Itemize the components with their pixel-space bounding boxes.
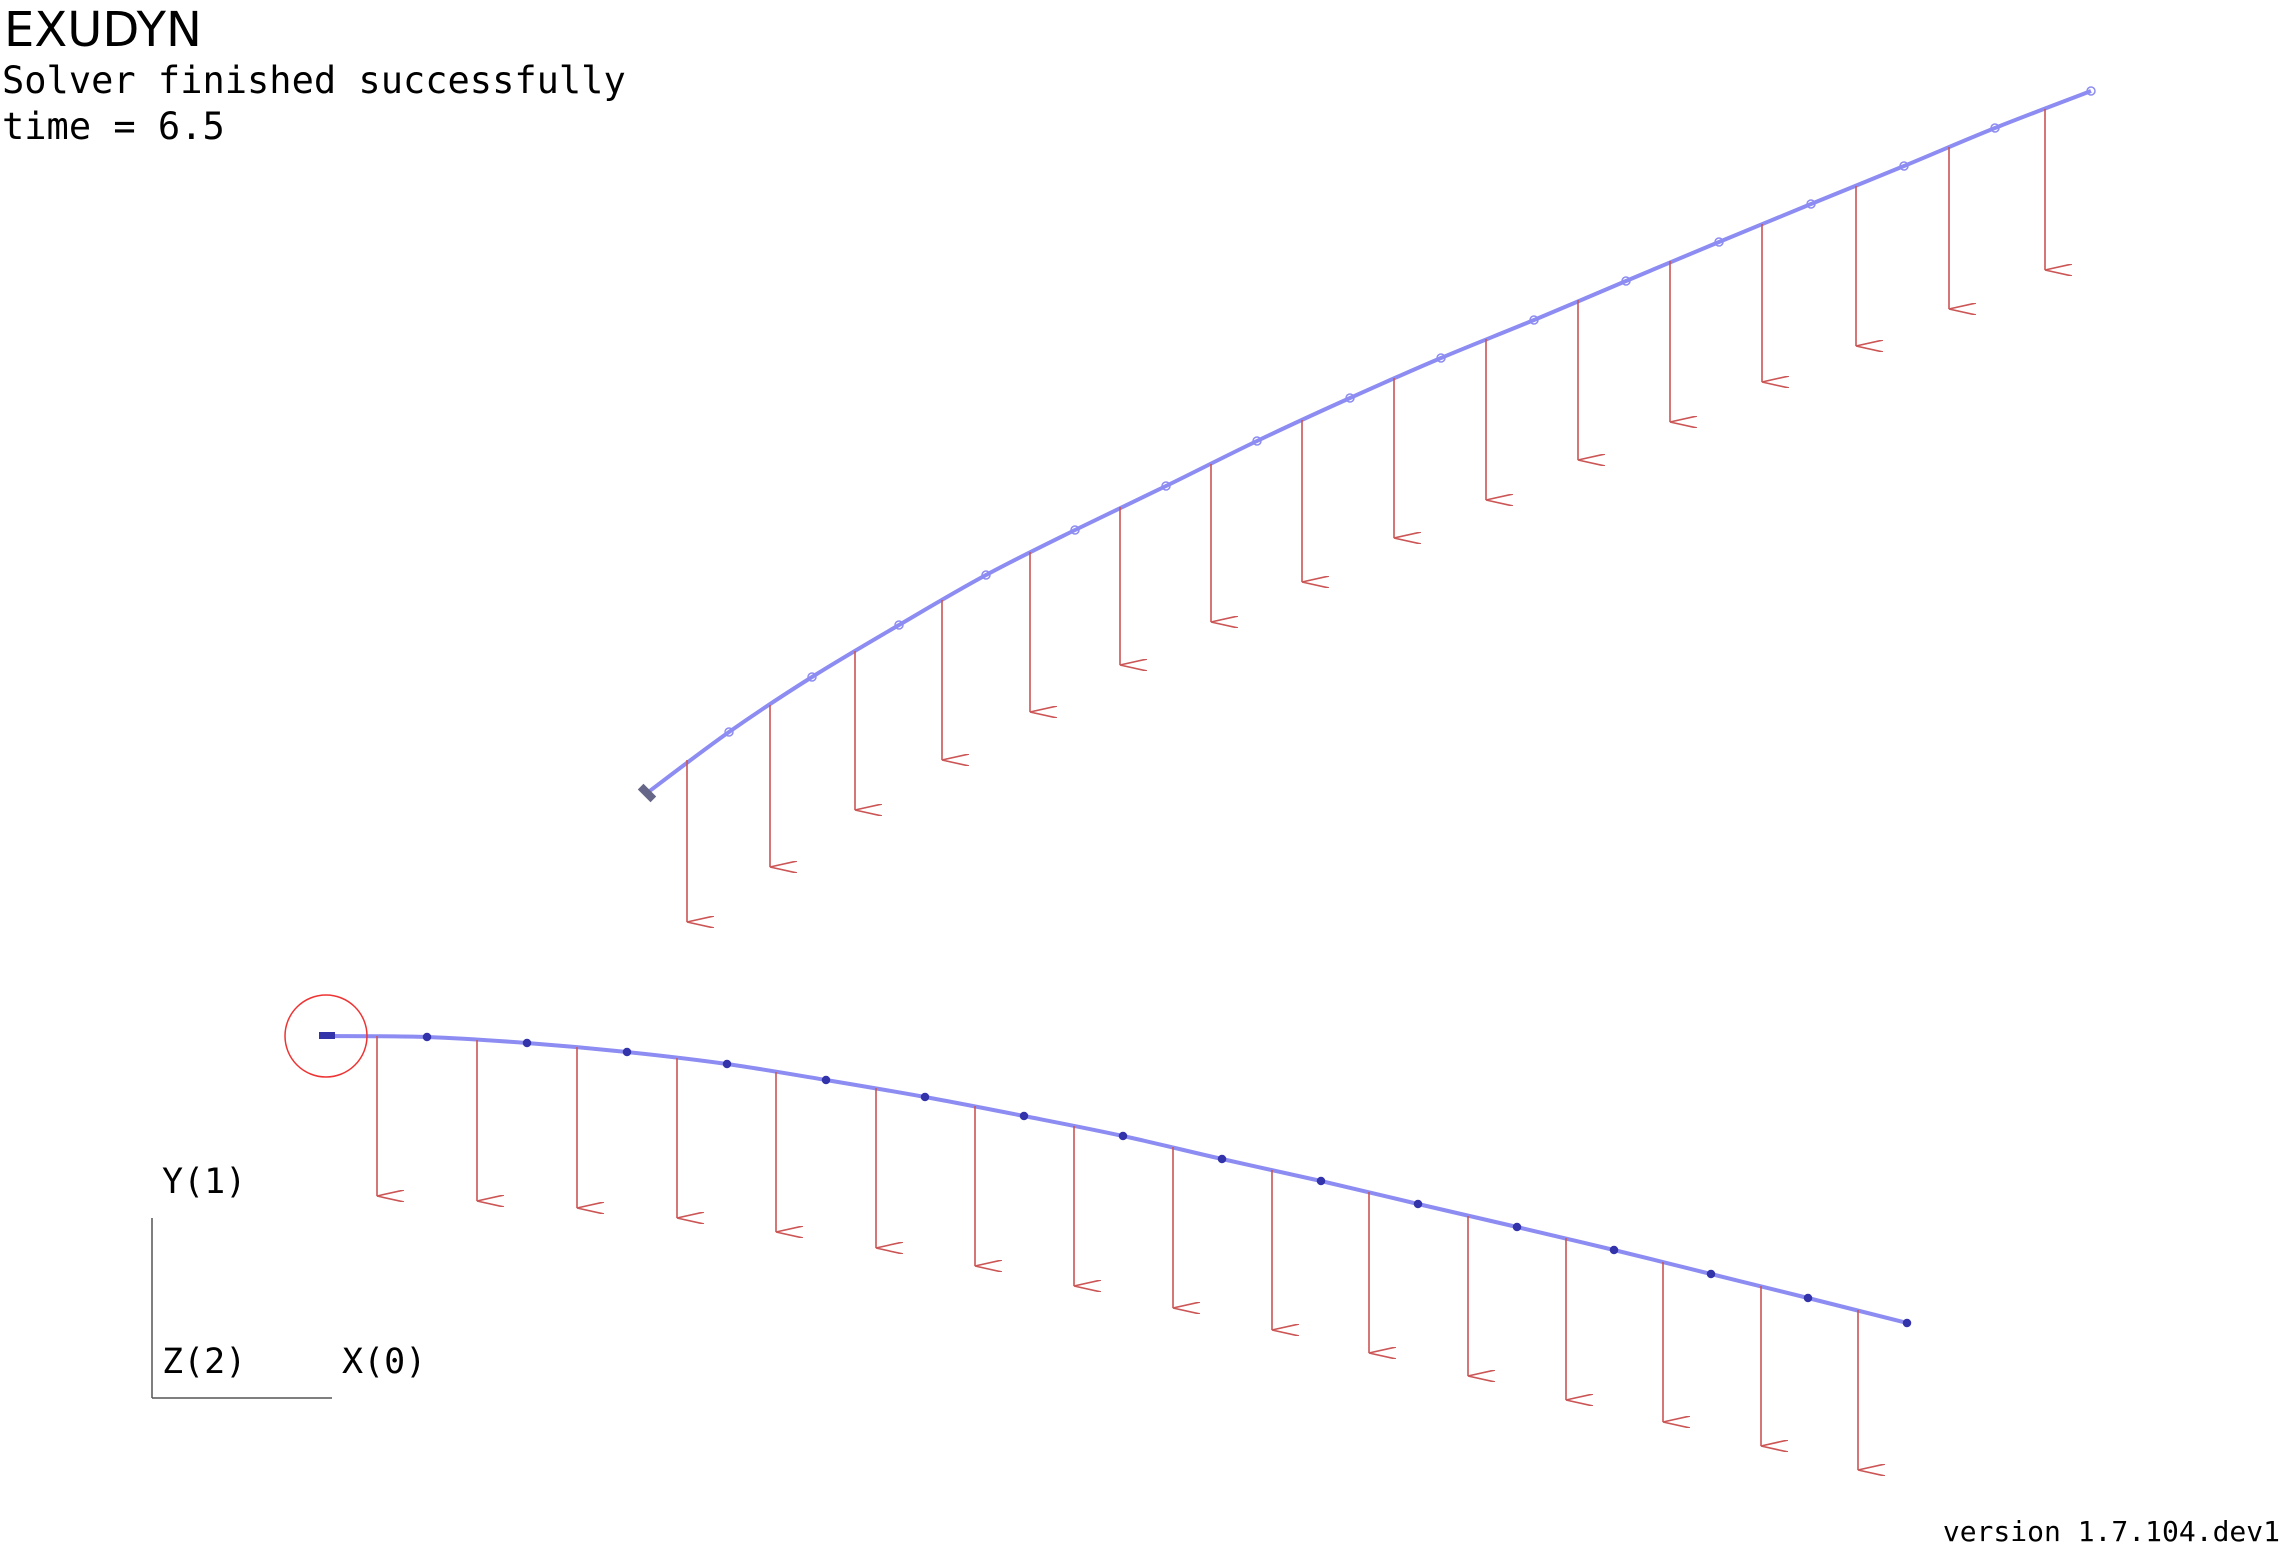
beam-node: [724, 727, 734, 737]
beam-node: [1252, 436, 1262, 446]
upper-beam: [645, 89, 2092, 795]
coordinate-axes: [151, 1218, 332, 1399]
beam-node: [522, 1038, 532, 1048]
ground-support-marker: [319, 1032, 335, 1039]
beam-node: [807, 672, 817, 682]
ground-support-marker: [637, 783, 657, 803]
beam-node: [1714, 237, 1724, 247]
beam-node: [1413, 1199, 1423, 1209]
beam-node: [1803, 1293, 1813, 1303]
beam-node: [1706, 1269, 1716, 1279]
beam-node: [1806, 199, 1816, 209]
beam-node: [1990, 123, 2000, 133]
axis-label-y: Y(1): [162, 1162, 247, 1202]
beam-node: [722, 1059, 732, 1069]
app-title: EXUDYN: [4, 2, 202, 58]
beam-node: [1217, 1154, 1227, 1164]
beam-node: [422, 1032, 432, 1042]
lower-beam-loads: [376, 1036, 1858, 1470]
beam-node: [1161, 481, 1171, 491]
beam-node: [622, 1047, 632, 1057]
beam-node: [1118, 1131, 1128, 1141]
axis-label-x: X(0): [342, 1342, 427, 1382]
beam-node: [1019, 1111, 1029, 1121]
lower-beam-nodes: [422, 1032, 1912, 1328]
constraint-circle-marker: [284, 994, 368, 1078]
beam-node: [1621, 276, 1631, 286]
beam-node: [1899, 161, 1909, 171]
solver-status: Solver finished successfully: [2, 59, 626, 102]
upper-beam-group: [637, 86, 2096, 922]
beam-node: [920, 1092, 930, 1102]
upper-beam-loads: [686, 109, 2045, 922]
simulation-time: time = 6.5: [2, 105, 225, 148]
beam-node: [1316, 1176, 1326, 1186]
beam-node: [981, 570, 991, 580]
beam-node: [1902, 1318, 1912, 1328]
beam-node: [1345, 393, 1355, 403]
lower-beam: [325, 1034, 1908, 1325]
beam-node: [1529, 315, 1539, 325]
beam-node: [1609, 1245, 1619, 1255]
beam-node: [2086, 86, 2096, 96]
beam-node: [1436, 353, 1446, 363]
beam-node: [894, 620, 904, 630]
axis-label-z: Z(2): [162, 1342, 247, 1382]
version-label: version 1.7.104.dev1: [1942, 1515, 2280, 1548]
beam-node: [1070, 525, 1080, 535]
beam-node: [1512, 1222, 1522, 1232]
upper-beam-nodes: [724, 86, 2096, 737]
beam-node: [821, 1075, 831, 1085]
lower-beam-group: [284, 994, 1912, 1470]
